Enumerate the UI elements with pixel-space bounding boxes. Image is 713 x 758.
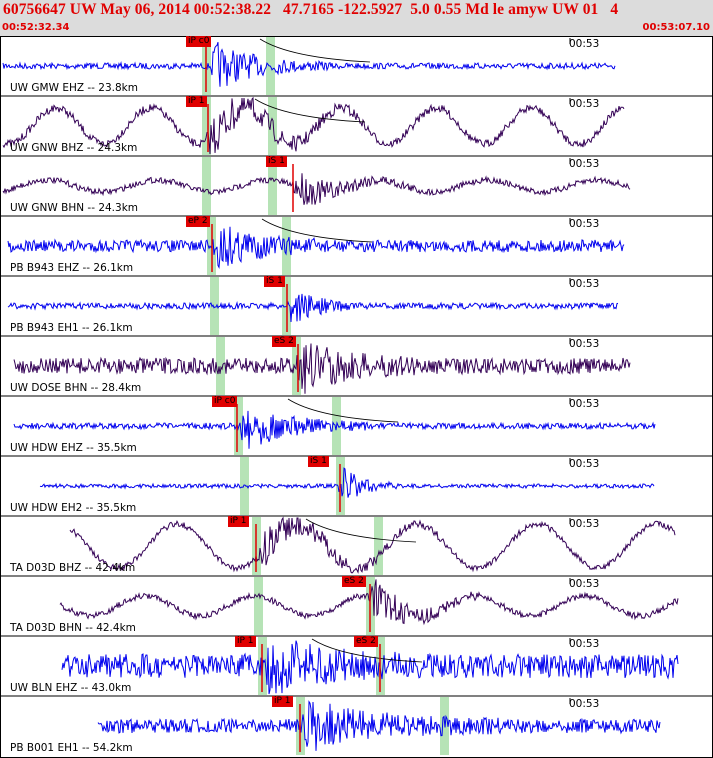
phase-window-marker[interactable]	[240, 457, 249, 515]
phase-pick-label[interactable]: iS 1	[308, 456, 329, 467]
waveform-trace[interactable]	[2, 96, 625, 155]
time-tick-label: 00:53	[569, 278, 600, 290]
station-channel-label: PB B943 EHZ -- 26.1km	[10, 262, 134, 274]
waveform-trace[interactable]	[2, 173, 631, 205]
station-channel-label: UW GNW BHN -- 24.3km	[10, 202, 139, 214]
waveform-trace[interactable]	[13, 343, 631, 394]
station-channel-label: UW HDW EH2 -- 35.5km	[10, 502, 137, 514]
station-channel-label: UW GNW BHZ -- 24.3km	[10, 142, 138, 154]
phase-pick-label[interactable]: eP 2	[186, 216, 210, 227]
waveform-trace[interactable]	[69, 516, 676, 574]
coda-decay-curve	[261, 218, 373, 243]
time-tick-label: 00:53	[569, 98, 600, 110]
time-tick-label: 00:53	[569, 38, 600, 50]
phase-window-marker[interactable]	[268, 157, 277, 215]
phase-pick-label[interactable]: iS 1	[264, 276, 285, 287]
time-tick-label: 00:53	[569, 158, 600, 170]
phase-window-marker[interactable]	[216, 337, 225, 395]
station-channel-label: PB B001 EH1 -- 54.2km	[10, 742, 133, 754]
waveform-trace[interactable]	[59, 579, 679, 626]
phase-pick-label-secondary[interactable]: eS 2	[354, 636, 378, 647]
time-tick-label: 00:53	[569, 698, 600, 710]
time-tick-label: 00:53	[569, 578, 600, 590]
phase-pick-label[interactable]: iP 1	[235, 636, 256, 647]
waveform-trace[interactable]	[97, 700, 661, 751]
coda-decay-curve	[305, 518, 417, 543]
station-channel-label: TA D03D BHZ -- 42.4km	[10, 562, 136, 574]
time-tick-label: 00:53	[569, 398, 600, 410]
time-tick-label: 00:53	[569, 218, 600, 230]
phase-pick-label[interactable]: iP 1	[186, 96, 207, 107]
waveform-trace[interactable]	[7, 226, 625, 269]
phase-pick-label[interactable]: iP c0	[186, 36, 212, 47]
phase-pick-label[interactable]: iP c0	[212, 396, 238, 407]
station-channel-label: UW BLN EHZ -- 43.0km	[10, 682, 132, 694]
coda-decay-curve	[287, 398, 399, 423]
phase-pick-label[interactable]: eS 2	[342, 576, 366, 587]
station-channel-label: UW DOSE BHN -- 28.4km	[10, 382, 142, 394]
waveform-trace[interactable]	[13, 410, 656, 449]
station-channel-label: UW GMW EHZ -- 23.8km	[10, 82, 138, 94]
phase-window-marker[interactable]	[210, 277, 219, 335]
time-tick-label: 00:53	[569, 638, 600, 650]
phase-window-marker[interactable]	[254, 577, 263, 635]
coda-decay-curve	[254, 98, 366, 123]
window-end-time: 00:53:07.10	[642, 22, 710, 33]
window-start-time: 00:52:32.34	[2, 22, 70, 33]
phase-pick-label[interactable]: iS 1	[266, 156, 287, 167]
phase-window-marker[interactable]	[202, 97, 211, 155]
coda-decay-curve	[259, 38, 371, 63]
phase-pick-label[interactable]: iP 1	[228, 516, 249, 527]
station-channel-label: PB B943 EH1 -- 26.1km	[10, 322, 133, 334]
time-tick-label: 00:53	[569, 458, 600, 470]
seismogram-canvas[interactable]	[0, 36, 713, 758]
phase-window-marker[interactable]	[268, 97, 277, 155]
waveform-trace[interactable]	[39, 467, 655, 498]
time-tick-label: 00:53	[569, 518, 600, 530]
phase-pick-label[interactable]: eS 2	[272, 336, 296, 347]
phase-pick-label[interactable]: iP 1	[272, 696, 293, 707]
event-title: 60756647 UW May 06, 2014 00:52:38.22 47.…	[3, 1, 619, 18]
waveform-trace[interactable]	[2, 42, 616, 87]
station-channel-label: TA D03D BHN -- 42.4km	[10, 622, 136, 634]
coda-decay-curve	[311, 638, 423, 663]
phase-window-marker[interactable]	[202, 157, 211, 215]
waveform-trace[interactable]	[7, 293, 619, 323]
station-channel-label: UW HDW EHZ -- 35.5km	[10, 442, 137, 454]
time-tick-label: 00:53	[569, 338, 600, 350]
phase-window-marker[interactable]	[374, 517, 383, 575]
event-header: 60756647 UW May 06, 2014 00:52:38.22 47.…	[0, 0, 713, 36]
seismogram-panel[interactable]: iP c0 00:53 UW GMW EHZ -- 23.8km iP 1 00:53 U…	[0, 36, 713, 758]
